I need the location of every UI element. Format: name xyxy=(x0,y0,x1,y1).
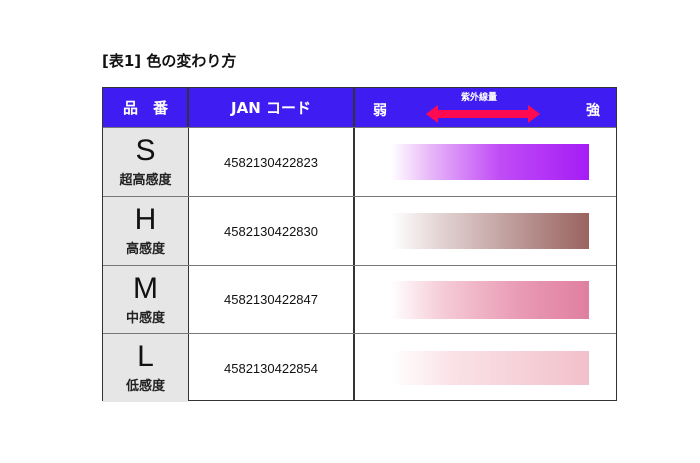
header-jan: JAN コード xyxy=(231,99,311,117)
product-cell: M 中感度 xyxy=(103,266,188,333)
color-change-table: 品 番 JAN コード 弱 強 紫外線量 S 超高感度 4582130422823… xyxy=(102,87,617,402)
color-gradient-bar xyxy=(391,351,589,385)
column-divider xyxy=(187,88,189,400)
jan-code: 4582130422823 xyxy=(224,154,318,170)
color-gradient-bar xyxy=(391,144,589,180)
column-divider xyxy=(353,88,355,400)
table-header: 品 番 JAN コード 弱 強 紫外線量 xyxy=(103,88,616,127)
product-letter: L xyxy=(137,340,154,373)
sensitivity-label: 低感度 xyxy=(125,379,165,394)
jan-code: 4582130422847 xyxy=(224,292,318,307)
table-title: [表1] 色の変わり方 xyxy=(102,52,237,70)
table-row: H 高感度 4582130422830 xyxy=(103,196,616,265)
color-gradient-bar xyxy=(391,213,589,249)
product-letter: S xyxy=(135,134,156,167)
sensitivity-label: 超高感度 xyxy=(119,173,172,188)
product-letter: M xyxy=(133,271,158,305)
table-row: S 超高感度 4582130422823 xyxy=(103,127,616,196)
table-row: L 低感度 4582130422854 xyxy=(103,333,616,402)
header-product: 品 番 xyxy=(122,99,168,117)
product-cell: H 高感度 xyxy=(103,197,188,265)
sensitivity-label: 中感度 xyxy=(125,310,165,326)
product-cell: S 超高感度 xyxy=(103,128,188,196)
color-gradient-bar xyxy=(391,281,589,319)
sensitivity-label: 高感度 xyxy=(125,242,165,257)
product-letter: H xyxy=(134,203,157,236)
header-strong: 強 xyxy=(586,103,600,119)
jan-code: 4582130422830 xyxy=(224,223,318,239)
jan-code: 4582130422854 xyxy=(224,360,318,376)
table-row: M 中感度 4582130422847 xyxy=(103,265,616,333)
double-arrow-icon xyxy=(426,105,540,123)
header-uv-label: 紫外線量 xyxy=(461,93,498,103)
product-cell: L 低感度 xyxy=(103,334,188,402)
header-weak: 弱 xyxy=(373,103,387,119)
